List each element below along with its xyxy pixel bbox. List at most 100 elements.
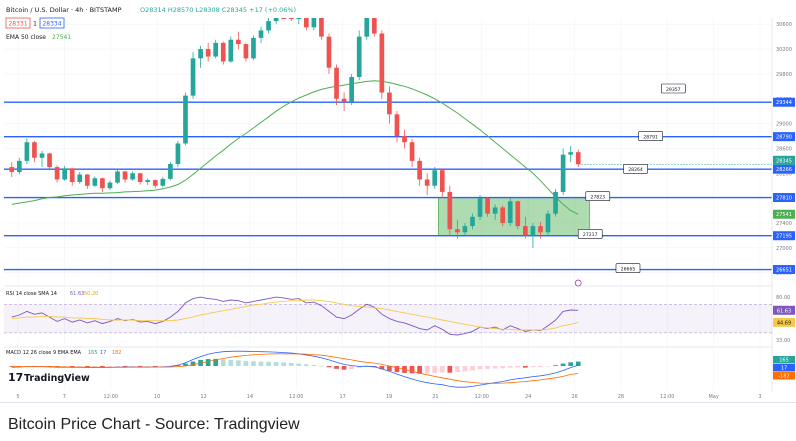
ask-price: 28334 [42,21,61,28]
time-tick: 24 [525,394,531,400]
candle-body [515,201,521,227]
bid-box[interactable] [5,17,31,29]
macd-histogram-bar [538,366,543,368]
tradingview-logo[interactable]: 17 TradingView [8,371,90,384]
level-tag-bg [773,265,795,275]
time-tick: 19 [386,394,392,400]
candle-body [69,168,75,182]
macd-histogram-bar [258,361,264,366]
price-tick: 28200 [776,171,792,177]
callout-label: 27217 [583,232,598,238]
gridlines [4,18,772,390]
callout-box [638,131,663,141]
candle-body [500,207,506,223]
macd-tag-bg [773,364,795,372]
time-tick: 12:00 [104,394,118,400]
macd-histogram-bar [288,362,294,366]
candle-body [160,178,166,186]
ema-legend-label: EMA 50 close [6,34,46,41]
ask-box[interactable] [39,17,65,29]
level-tag: 29344 [776,100,792,106]
callout-label: 27823 [590,195,605,201]
ema-legend-value: 27541 [52,34,71,41]
candle-body [326,36,332,68]
chart-svg[interactable]: 29357 28791 28264 27823 27217 26665 30600 3020… [0,0,796,402]
macd-histogram-bar [319,365,324,367]
level-tag-bg [773,231,795,241]
macd-histogram-bar [236,360,241,366]
tv-logo-text: TradingView [24,373,90,384]
macd-histogram-bar [243,360,249,366]
macd-histogram-bar [326,366,332,368]
candle-body [394,114,400,137]
macd-histogram-bar [92,366,98,368]
current-price-tag-bg [773,155,795,165]
macd-histogram-bar [251,361,256,366]
macd-histogram-bar [183,363,188,366]
price-tick: 27000 [776,246,792,252]
candle-body [553,191,558,214]
macd-histogram-bar [107,366,113,368]
macd-pane: MACD 12 26 close 9 EMA EMA 165 17 18216517-… [4,346,795,388]
rsi-ma-line [11,299,579,331]
macd-histogram-bar [568,362,574,366]
symbol-title: Bitcoin / U.S. Dollar · 4h · BITSTAMP [6,6,122,14]
candle-body [107,182,113,189]
candle-body [122,171,128,180]
candle-body [137,173,143,182]
figure-caption: Bitcoin Price Chart - Source: Tradingvie… [8,416,300,433]
candle-body [334,67,339,99]
candle-body [54,167,60,180]
consolidation-zone-rect [438,197,591,237]
rsi-value-tag: 61.63 [777,308,791,314]
candle-body [84,174,90,186]
support-resistance-lines [4,101,772,271]
candle-body [100,178,105,189]
candle-body [341,98,347,102]
callout-box [577,229,603,239]
candle-body [220,42,226,62]
candle-body [115,171,120,183]
candle-body [523,226,528,236]
candle-body [560,154,566,192]
candle-body [387,92,392,115]
time-tick: 10 [154,394,160,400]
macd-histogram-bar [545,366,551,367]
ema-tag-bg [773,209,795,219]
candle-body [213,42,219,57]
macd-histogram-bar [477,366,483,370]
macd-histogram-bar [296,363,302,366]
candle-body [228,39,234,62]
candle-body [62,168,67,180]
macd-histogram-bar [409,366,415,374]
time-tick: 28 [618,394,624,400]
callout-box [615,263,641,273]
chart-area[interactable]: 29357 28791 28264 27823 27217 26665 30600 3020… [0,0,796,403]
candle-body [92,178,98,186]
candle-body [356,36,362,78]
macd-histogram-bar [175,365,181,366]
ema50-line [11,80,579,215]
rsi-band [4,304,772,333]
time-tick: May [708,394,718,400]
rsi-pane: RSI 14 close SMA 14 61.63 50.2080.0033.006… [4,285,795,344]
macd-histogram-bar [137,366,143,368]
macd-histogram-bar [447,366,453,373]
rsi-ma-tag: 44.69 [777,320,791,326]
macd-histogram-bar [349,366,354,370]
price-tick: 29800 [776,72,792,78]
level-tag-bg [773,132,795,142]
macd-signal-line [11,353,579,384]
candle-body [296,18,302,19]
candle-body [266,21,271,31]
candle-body [168,163,173,179]
macd-tag-bg [773,372,795,380]
price-callouts: 29357 28791 28264 27823 27217 26665 [577,83,686,273]
time-tick: 12 [200,394,206,400]
macd-legend-value: 182 [112,350,122,356]
macd-tag: 165 [779,358,789,364]
candle-body [32,142,37,158]
time-tick: 17 [339,394,345,400]
price-tick: 27400 [776,221,792,227]
candle-body [288,18,294,19]
